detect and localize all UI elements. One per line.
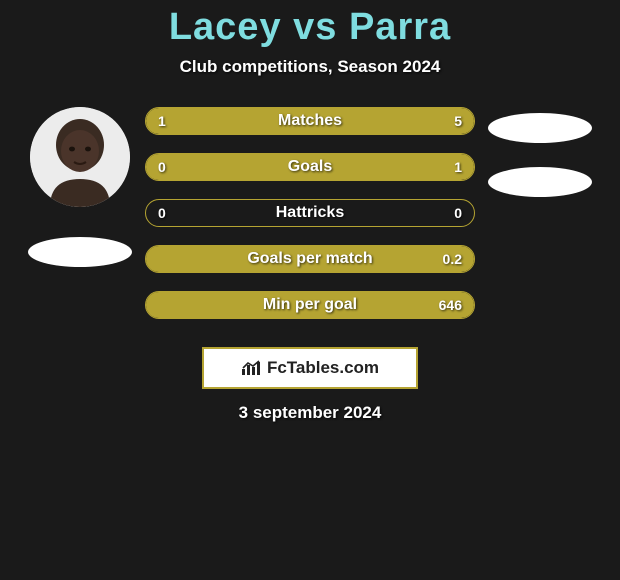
stat-bar: 15Matches <box>145 107 475 135</box>
subtitle: Club competitions, Season 2024 <box>0 57 620 77</box>
stat-bar: 01Goals <box>145 153 475 181</box>
comparison-card: Lacey vs Parra Club competitions, Season… <box>0 0 620 423</box>
page-title: Lacey vs Parra <box>0 6 620 49</box>
date-line: 3 september 2024 <box>0 403 620 423</box>
stat-bar: 646Min per goal <box>145 291 475 319</box>
brand-box[interactable]: FcTables.com <box>202 347 418 389</box>
left-player-col <box>25 107 135 267</box>
stat-label: Hattricks <box>146 200 474 226</box>
brand-text: FcTables.com <box>267 358 379 378</box>
body-row: 15Matches 01Goals 00Hattricks 0.2Goals per … <box>0 107 620 337</box>
stats-column: 15Matches 01Goals 00Hattricks 0.2Goals per … <box>135 107 485 337</box>
stat-label: Matches <box>146 108 474 134</box>
left-player-avatar <box>30 107 130 207</box>
brand-chart-icon <box>241 360 261 376</box>
stat-label: Goals <box>146 154 474 180</box>
right-player-badge <box>488 113 592 143</box>
stat-label: Goals per match <box>146 246 474 272</box>
avatar-placeholder-icon <box>30 107 130 207</box>
stat-bar: 0.2Goals per match <box>145 245 475 273</box>
stat-bar: 00Hattricks <box>145 199 475 227</box>
right-player-col <box>485 107 595 197</box>
stat-label: Min per goal <box>146 292 474 318</box>
left-club-badge <box>28 237 132 267</box>
right-club-badge <box>488 167 592 197</box>
